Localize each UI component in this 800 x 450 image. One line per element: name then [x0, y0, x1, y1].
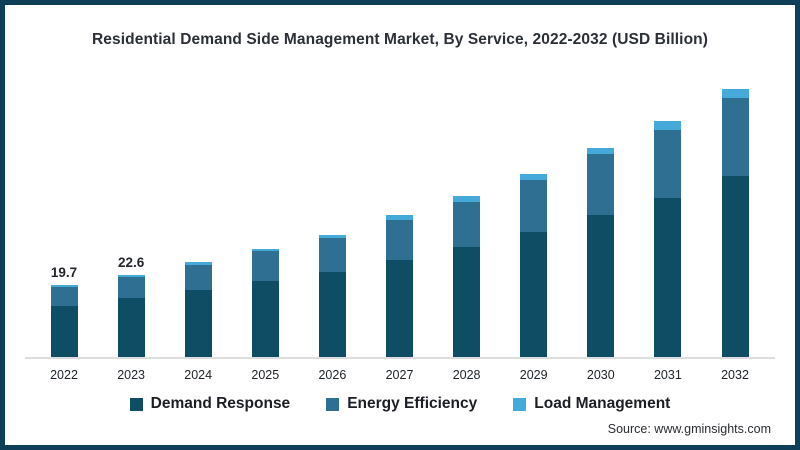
bar-segment-energy-efficiency — [318, 238, 346, 273]
bar-segment-demand-response — [386, 260, 413, 357]
x-axis: 2022 2023 2024 2025 2026 2027 2028 2029 2030 2031… — [25, 368, 775, 386]
legend-item-energy-efficiency: Energy Efficiency — [326, 395, 477, 413]
bar-segment-energy-efficiency — [520, 179, 548, 233]
legend: Demand Response Energy Efficiency Load Man… — [5, 395, 795, 413]
bar-segment-energy-efficiency — [184, 264, 212, 290]
bar-segment-load-management — [318, 234, 346, 238]
chart-title: Residential Demand Side Management Marke… — [92, 31, 708, 48]
bar-value-label-2023: 22.6 — [117, 254, 145, 270]
bar-segment-load-management — [654, 120, 682, 130]
bar-segment-energy-efficiency — [721, 98, 749, 177]
bar-segment-demand-response — [117, 298, 145, 357]
bar-segment-load-management — [184, 262, 212, 265]
legend-swatch-icon — [326, 397, 340, 411]
bar-2028 — [453, 196, 481, 357]
legend-swatch-icon — [129, 397, 143, 411]
x-tick-label-2031: 2031 — [653, 368, 682, 382]
x-tick-label-2028: 2028 — [452, 368, 481, 382]
x-tick-label-2025: 2025 — [251, 368, 280, 382]
bar-segment-demand-response — [50, 306, 78, 357]
bar-segment-energy-efficiency — [587, 153, 615, 216]
x-tick-label-2029: 2029 — [519, 368, 548, 382]
bar-segment-energy-efficiency — [117, 276, 145, 299]
bar-segment-energy-efficiency — [50, 287, 78, 307]
bar-2022 — [50, 285, 78, 357]
bar-segment-demand-response — [251, 281, 279, 357]
bar-segment-energy-efficiency — [654, 129, 682, 198]
bar-2030 — [587, 148, 615, 357]
legend-label: Demand Response — [150, 395, 291, 412]
bar-segment-demand-response — [184, 289, 212, 357]
bar-segment-energy-efficiency — [251, 251, 279, 282]
bar-2024 — [184, 262, 212, 357]
x-tick-label-2022: 2022 — [50, 368, 78, 382]
bar-segment-load-management — [587, 148, 615, 154]
bar-segment-load-management — [453, 196, 481, 202]
bar-segment-load-management — [520, 173, 548, 180]
legend-swatch-icon — [513, 397, 527, 411]
bar-2029 — [520, 173, 548, 357]
legend-item-demand-response: Demand Response — [129, 395, 291, 413]
bar-segment-demand-response — [318, 272, 346, 357]
bar-segment-load-management — [251, 248, 279, 252]
bar-segment-demand-response — [520, 232, 548, 357]
bar-2025 — [251, 248, 279, 357]
x-tick-label-2024: 2024 — [184, 368, 213, 382]
bar-segment-load-management — [386, 215, 413, 221]
bar-segment-energy-efficiency — [386, 220, 413, 261]
bar-2026 — [318, 234, 346, 357]
x-tick-label-2023: 2023 — [117, 368, 145, 382]
bar-2023 — [117, 274, 145, 357]
bar-2032 — [721, 89, 749, 357]
bar-segment-demand-response — [654, 197, 682, 357]
bar-segment-demand-response — [453, 247, 481, 357]
bar-2031 — [654, 120, 682, 357]
bar-segment-energy-efficiency — [453, 201, 481, 248]
bar-segment-demand-response — [721, 176, 749, 357]
bar-segment-load-management — [50, 285, 78, 288]
bar-2027 — [386, 215, 413, 357]
x-tick-label-2030: 2030 — [586, 368, 615, 382]
x-tick-label-2027: 2027 — [385, 368, 414, 382]
plot-area: 19.7 22.6 — [25, 5, 775, 359]
bar-segment-load-management — [117, 274, 145, 277]
legend-label: Energy Efficiency — [347, 395, 478, 412]
x-tick-label-2032: 2032 — [721, 368, 749, 382]
legend-item-load-management: Load Management — [513, 395, 670, 413]
x-tick-label-2026: 2026 — [318, 368, 347, 382]
bar-value-label-2022: 19.7 — [50, 265, 78, 281]
legend-label: Load Management — [534, 395, 671, 412]
bar-segment-load-management — [721, 89, 749, 99]
source-credit: Source: www.gminsights.com — [607, 422, 771, 436]
bar-segment-demand-response — [587, 215, 615, 357]
